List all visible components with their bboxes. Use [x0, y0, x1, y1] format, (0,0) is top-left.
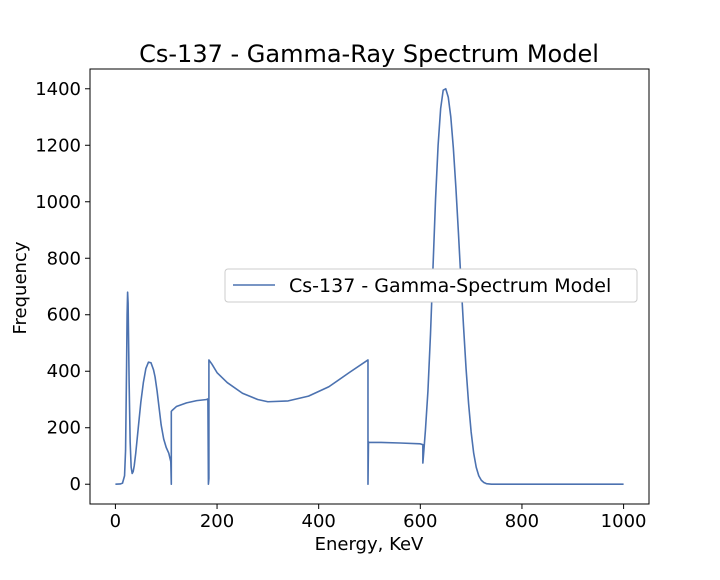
plot-area [115, 87, 624, 486]
series-line [115, 87, 624, 486]
y-tick-label: 1400 [35, 79, 81, 100]
x-tick-label: 600 [403, 511, 437, 532]
x-tick-label: 0 [110, 511, 121, 532]
y-tick-label: 1200 [35, 135, 81, 156]
y-tick-label: 800 [47, 248, 81, 269]
x-axis-ticks: 0 200 400 600 800 1000 [110, 504, 647, 532]
legend-box [224, 268, 638, 303]
y-axis-label: Frequency [10, 241, 31, 334]
x-tick-label: 800 [505, 511, 539, 532]
y-tick-label: 1000 [35, 192, 81, 213]
x-tick-label: 200 [200, 511, 234, 532]
x-axis-label: Energy, KeV [315, 534, 424, 555]
y-axis-ticks: 0 200 400 600 800 1000 1200 1400 [35, 79, 90, 495]
x-tick-label: 400 [302, 511, 336, 532]
y-tick-label: 0 [70, 474, 81, 495]
legend-label: Cs-137 - Gamma-Spectrum Model [289, 275, 611, 297]
y-tick-label: 400 [47, 361, 81, 382]
y-tick-label: 600 [47, 305, 81, 326]
x-tick-label: 1000 [601, 511, 647, 532]
legend: Cs-137 - Gamma-Spectrum Model [224, 268, 638, 303]
y-tick-label: 200 [47, 418, 81, 439]
plot-frame [89, 68, 650, 505]
chart-title: Cs-137 - Gamma-Ray Spectrum Model [139, 40, 599, 68]
